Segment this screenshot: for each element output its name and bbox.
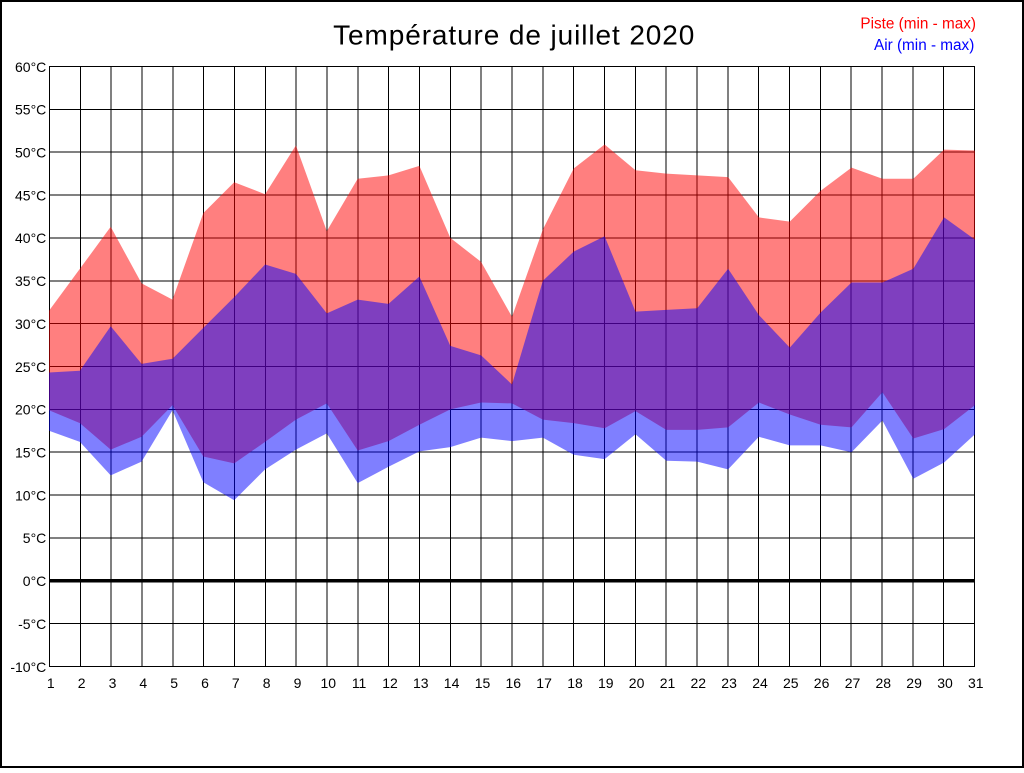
svg-text:7: 7 xyxy=(232,675,240,691)
svg-text:9: 9 xyxy=(294,675,302,691)
svg-text:23: 23 xyxy=(721,675,737,691)
svg-text:26: 26 xyxy=(814,675,830,691)
svg-text:Piste (min - max): Piste (min - max) xyxy=(860,15,976,32)
svg-text:1: 1 xyxy=(47,675,55,691)
svg-text:6: 6 xyxy=(201,675,209,691)
svg-text:11: 11 xyxy=(352,675,367,691)
svg-text:25°C: 25°C xyxy=(15,359,46,375)
svg-text:45°C: 45°C xyxy=(15,187,46,203)
svg-text:10: 10 xyxy=(321,675,337,691)
svg-text:30: 30 xyxy=(937,675,953,691)
svg-text:55°C: 55°C xyxy=(15,102,46,118)
svg-text:31: 31 xyxy=(968,675,984,691)
svg-text:20: 20 xyxy=(629,675,645,691)
svg-text:-10°C: -10°C xyxy=(10,659,46,675)
svg-text:3: 3 xyxy=(109,675,117,691)
svg-text:28: 28 xyxy=(876,675,892,691)
svg-text:12: 12 xyxy=(382,675,398,691)
svg-text:25: 25 xyxy=(783,675,799,691)
svg-text:19: 19 xyxy=(598,675,614,691)
svg-text:30°C: 30°C xyxy=(15,316,46,332)
svg-text:60°C: 60°C xyxy=(15,59,46,75)
svg-text:5°C: 5°C xyxy=(23,530,47,546)
svg-text:29: 29 xyxy=(906,675,922,691)
svg-text:16: 16 xyxy=(506,675,522,691)
svg-text:17: 17 xyxy=(536,675,552,691)
svg-text:Température de juillet 2020: Température de juillet 2020 xyxy=(333,20,695,51)
svg-text:5: 5 xyxy=(170,675,178,691)
svg-text:18: 18 xyxy=(567,675,583,691)
svg-text:15°C: 15°C xyxy=(15,445,46,461)
svg-text:0°C: 0°C xyxy=(23,573,47,589)
svg-text:22: 22 xyxy=(691,675,707,691)
svg-text:40°C: 40°C xyxy=(15,230,46,246)
svg-text:8: 8 xyxy=(263,675,271,691)
svg-text:50°C: 50°C xyxy=(15,145,46,161)
svg-text:24: 24 xyxy=(752,675,768,691)
svg-text:13: 13 xyxy=(413,675,429,691)
svg-text:20°C: 20°C xyxy=(15,402,46,418)
svg-text:14: 14 xyxy=(444,675,460,691)
svg-text:Air (min - max): Air (min - max) xyxy=(874,37,974,54)
svg-text:27: 27 xyxy=(845,675,861,691)
svg-text:10°C: 10°C xyxy=(15,487,46,503)
svg-text:35°C: 35°C xyxy=(15,273,46,289)
svg-text:15: 15 xyxy=(475,675,491,691)
svg-text:2: 2 xyxy=(78,675,86,691)
svg-text:21: 21 xyxy=(660,675,676,691)
svg-text:4: 4 xyxy=(139,675,147,691)
svg-text:-5°C: -5°C xyxy=(18,616,46,632)
